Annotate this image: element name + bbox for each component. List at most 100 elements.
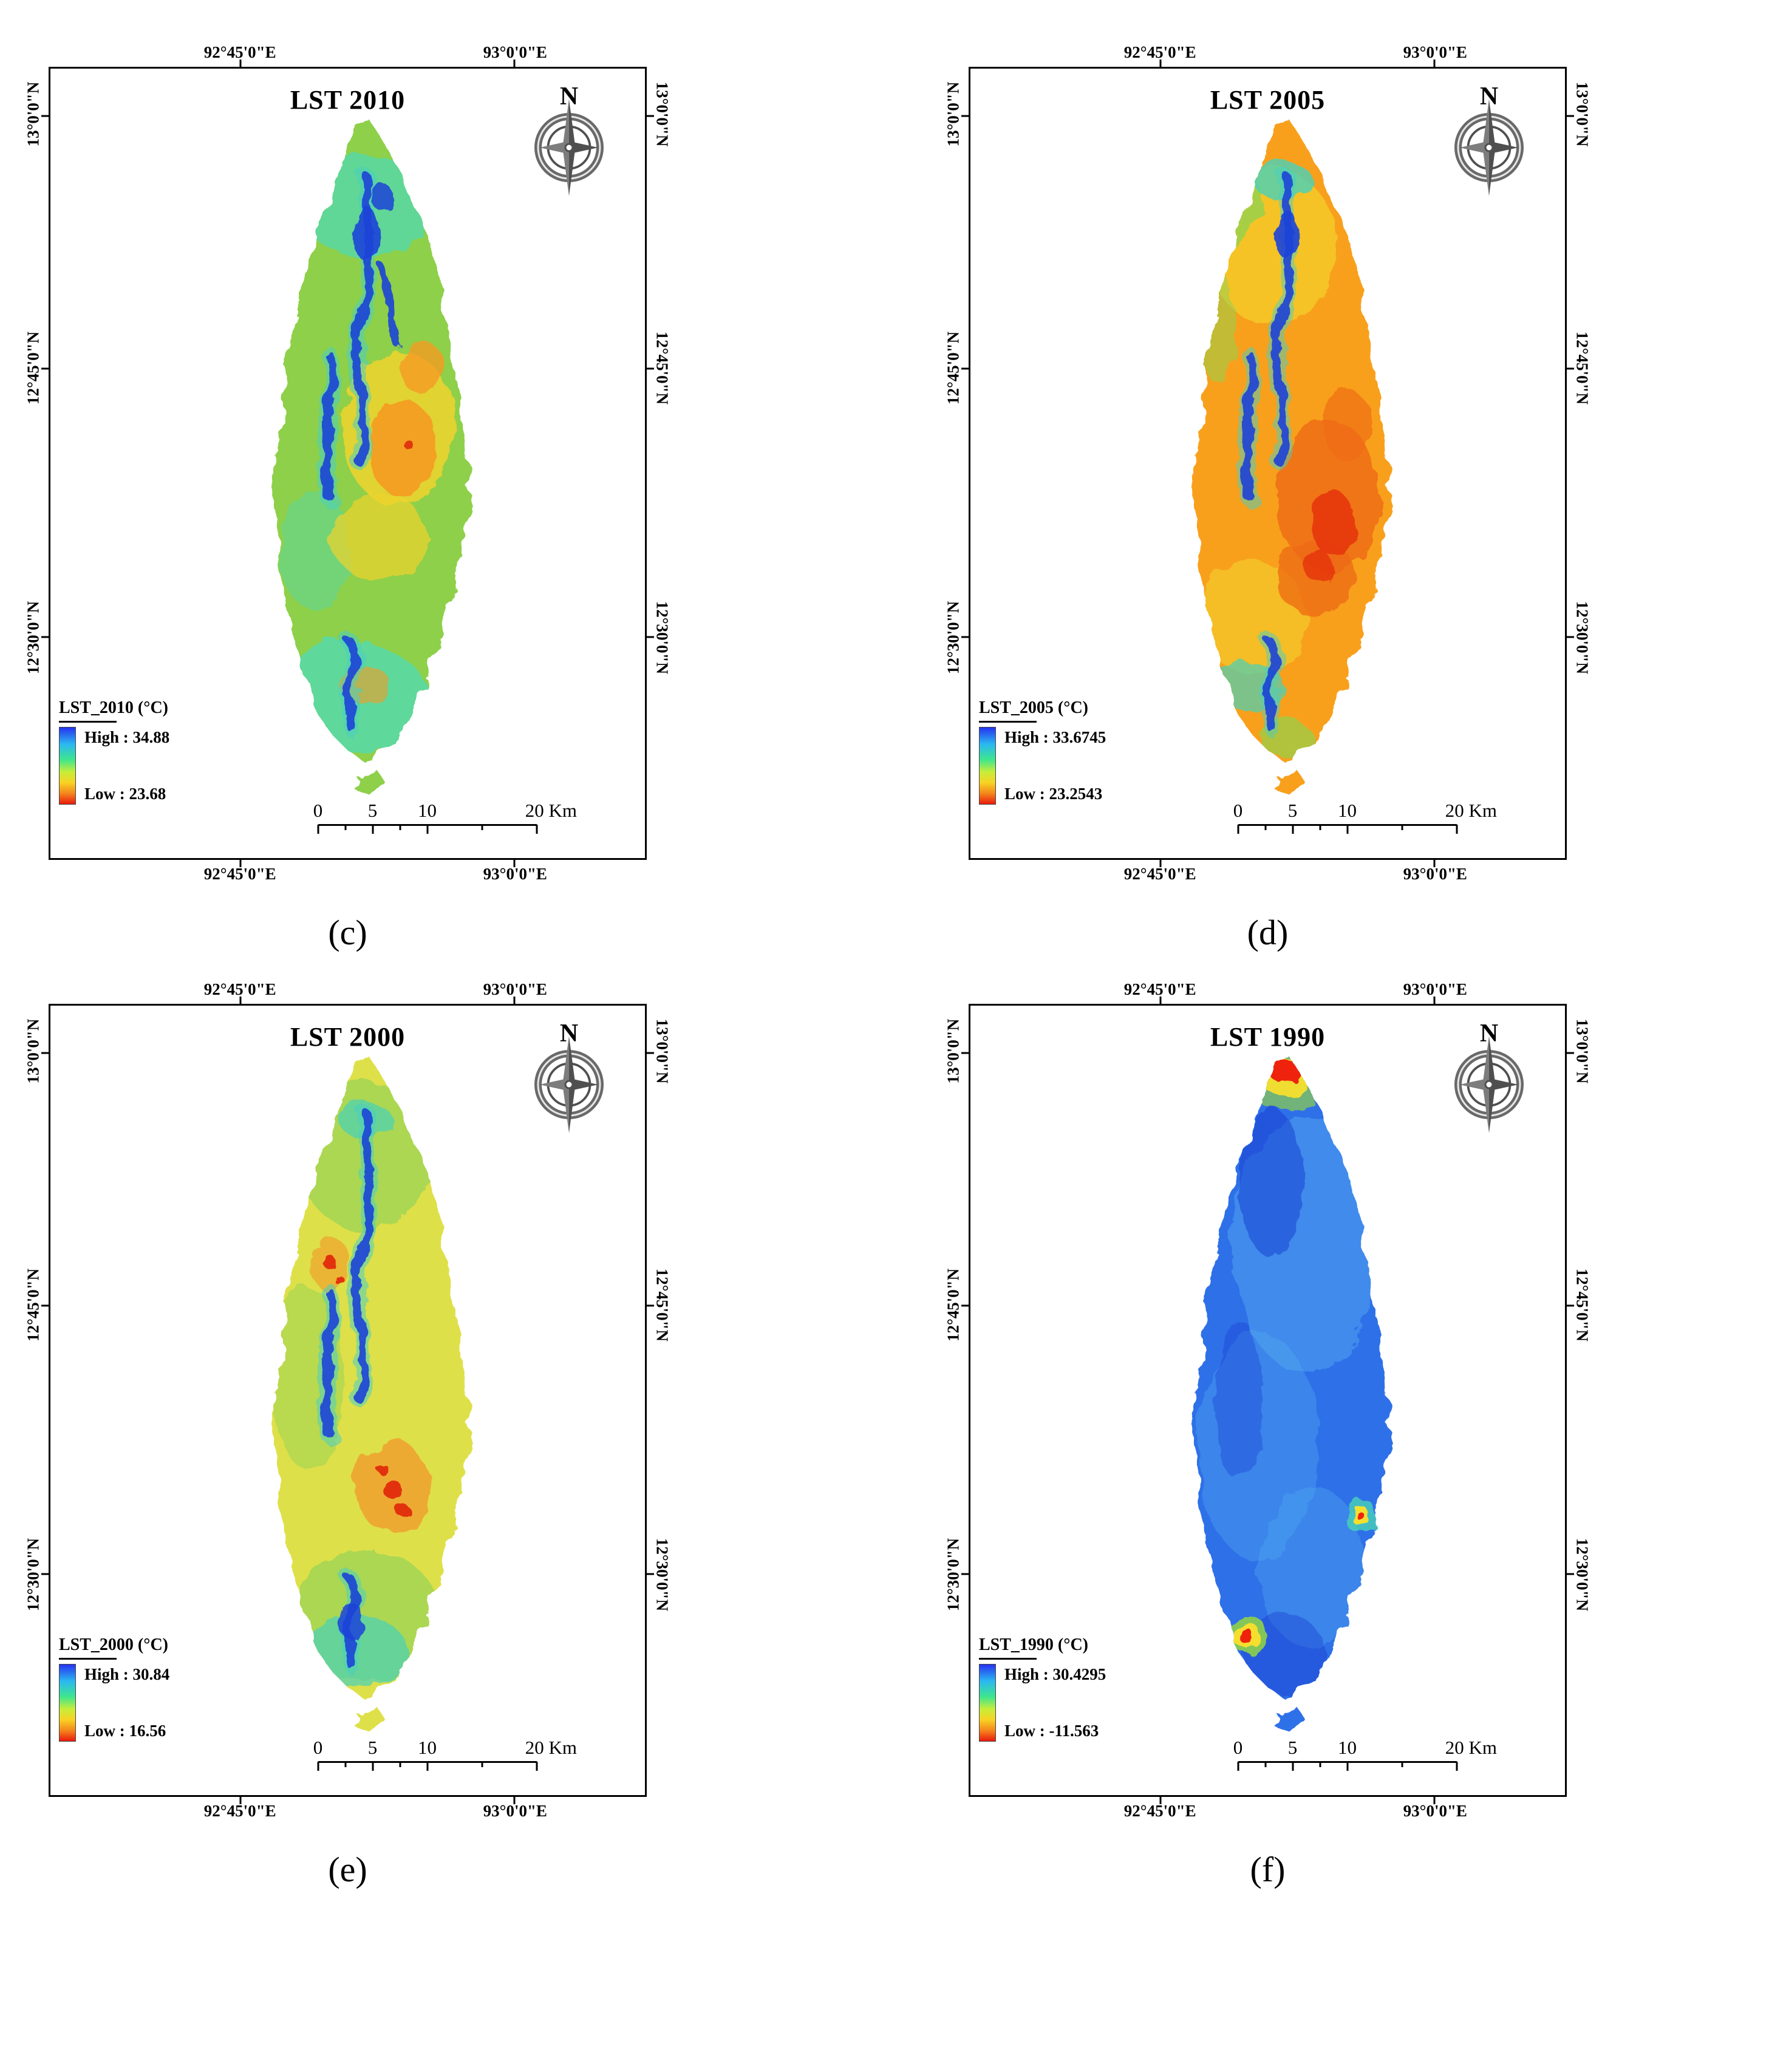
- scale-tick: [1346, 1762, 1349, 1771]
- lon-label: 93°0'0"E: [1403, 1802, 1467, 1820]
- north-label: N: [559, 1020, 579, 1048]
- lat-labels-right: 13°0'0"N 12°45'0"N 12°30'0"N: [1567, 67, 1597, 860]
- coordinate-tick: [1567, 636, 1574, 638]
- panel-caption: (e): [328, 1850, 367, 1889]
- scale-bar: 0 5 10 20 Km: [1233, 800, 1497, 834]
- coordinate-tick: [647, 367, 654, 370]
- north-label: N: [1479, 83, 1499, 111]
- north-arrow: N: [1443, 82, 1535, 200]
- coordinate-tick: [1433, 1797, 1436, 1804]
- lon-labels-bottom: 92°45'0"E 93°0'0"E: [969, 1797, 1567, 1827]
- coordinate-tick: [1433, 60, 1436, 67]
- lat-label: 12°30'0"N: [1573, 1538, 1592, 1612]
- lon-label: 92°45'0"E: [203, 1802, 276, 1820]
- lon-label: 93°0'0"E: [483, 1802, 547, 1820]
- lat-labels-right: 13°0'0"N 12°45'0"N 12°30'0"N: [647, 67, 677, 860]
- scale-tick: [1401, 825, 1403, 830]
- coordinate-tick: [239, 1797, 242, 1804]
- lat-label: 12°30'0"N: [24, 601, 43, 675]
- panel-caption: (d): [1247, 913, 1289, 952]
- lat-label: 13°0'0"N: [944, 81, 963, 147]
- legend-title: LST_2010 (°C): [59, 698, 168, 717]
- lat-label: 12°45'0"N: [653, 332, 672, 405]
- lat-labels-right: 13°0'0"N 12°45'0"N 12°30'0"N: [1567, 1004, 1597, 1797]
- scale-label: 20 Km: [525, 800, 578, 821]
- scale-tick: [1237, 825, 1239, 834]
- scale-label: 5: [1287, 1737, 1298, 1758]
- scale-tick: [317, 825, 319, 834]
- coordinate-tick: [647, 1052, 654, 1054]
- lat-label: 13°0'0"N: [24, 1018, 43, 1084]
- north-arrow: N: [523, 1019, 615, 1137]
- lon-labels-bottom: 92°45'0"E 93°0'0"E: [49, 1797, 647, 1827]
- north-arrow: N: [1443, 1019, 1535, 1137]
- figure-page: 92°45'0"E 93°0'0"E 13°0'0"N 12°45'0"N 12…: [18, 36, 1597, 1890]
- scale-bar-line: [317, 824, 538, 834]
- scale-label: 0: [313, 800, 323, 821]
- scale-tick: [1264, 1762, 1267, 1767]
- scale-tick: [1292, 825, 1294, 834]
- scale-tick: [1237, 1762, 1239, 1771]
- map-sheet: 92°45'0"E 93°0'0"E 13°0'0"N 12°45'0"N 12…: [938, 36, 1597, 890]
- compass-rose-icon: [1454, 99, 1524, 196]
- panel-e: 92°45'0"E 93°0'0"E 13°0'0"N 12°45'0"N 12…: [18, 973, 677, 1890]
- lat-label: 13°0'0"N: [944, 1018, 963, 1084]
- legend-rule: [979, 721, 1037, 723]
- lat-label: 12°45'0"N: [944, 332, 963, 405]
- legend: LST_1990 (°C) High : 30.4295 Low : -11.5…: [979, 1635, 1106, 1742]
- lat-label: 12°30'0"N: [653, 601, 672, 675]
- scale-label: 5: [367, 800, 378, 821]
- lat-label: 12°45'0"N: [653, 1269, 672, 1342]
- lon-label: 92°45'0"E: [203, 43, 276, 61]
- coordinate-tick: [239, 60, 242, 67]
- scale-tick: [481, 825, 483, 830]
- scale-label: 20 Km: [1445, 1737, 1498, 1758]
- compass-rose-icon: [1454, 1036, 1524, 1133]
- scale-tick: [481, 1762, 483, 1767]
- lon-label: 93°0'0"E: [1403, 43, 1467, 61]
- lon-labels-top: 92°45'0"E 93°0'0"E: [969, 36, 1567, 67]
- panel-f: 92°45'0"E 93°0'0"E 13°0'0"N 12°45'0"N 12…: [938, 973, 1597, 1890]
- lat-label: 12°30'0"N: [653, 1538, 672, 1612]
- scale-tick: [344, 1762, 347, 1767]
- lst-map-2010: [273, 115, 468, 794]
- lat-labels-left: 13°0'0"N 12°45'0"N 12°30'0"N: [938, 1004, 969, 1797]
- coordinate-tick: [1567, 1573, 1574, 1575]
- coordinate-tick: [1159, 860, 1162, 867]
- coordinate-tick: [961, 1304, 969, 1307]
- map-frame: LST 2000 N: [41, 997, 654, 1804]
- scale-label: 0: [1233, 800, 1243, 821]
- legend-high: High : 33.6745: [1004, 728, 1106, 746]
- lat-labels-left: 13°0'0"N 12°45'0"N 12°30'0"N: [18, 1004, 49, 1797]
- coordinate-tick: [961, 115, 969, 117]
- lon-labels-top: 92°45'0"E 93°0'0"E: [49, 36, 647, 67]
- scale-tick: [426, 1762, 429, 1771]
- lst-map-2005: [1193, 115, 1388, 794]
- scale-tick: [399, 1762, 401, 1767]
- coordinate-tick: [239, 997, 242, 1004]
- map-frame: LST 2005 N: [961, 60, 1574, 867]
- scale-label: 0: [1233, 1737, 1243, 1758]
- map-sheet: 92°45'0"E 93°0'0"E 13°0'0"N 12°45'0"N 12…: [18, 973, 677, 1827]
- scale-tick: [344, 825, 347, 830]
- scale-tick: [1346, 825, 1349, 834]
- lon-label: 93°0'0"E: [1403, 980, 1467, 998]
- scale-label: 0: [313, 1737, 323, 1758]
- lat-label: 12°45'0"N: [1573, 332, 1592, 405]
- lat-label: 13°0'0"N: [653, 81, 672, 147]
- scale-tick: [536, 825, 538, 834]
- lat-label: 12°30'0"N: [944, 1538, 963, 1612]
- coordinate-tick: [41, 1052, 49, 1054]
- scale-bar-line: [1237, 824, 1458, 834]
- legend: LST_2010 (°C) High : 34.88 Low : 23.68: [59, 698, 169, 805]
- legend-rule: [979, 1658, 1037, 1660]
- scale-bar: 0 5 10 20 Km: [1233, 1737, 1497, 1771]
- scale-tick: [317, 1762, 319, 1771]
- map-title: LST 2005: [1210, 85, 1326, 115]
- legend-color-ramp: [979, 727, 996, 805]
- lon-label: 93°0'0"E: [483, 865, 547, 883]
- coordinate-tick: [961, 1573, 969, 1575]
- coordinate-tick: [1433, 860, 1436, 867]
- lon-labels-top: 92°45'0"E 93°0'0"E: [969, 973, 1567, 1004]
- scale-label: 10: [418, 1737, 437, 1758]
